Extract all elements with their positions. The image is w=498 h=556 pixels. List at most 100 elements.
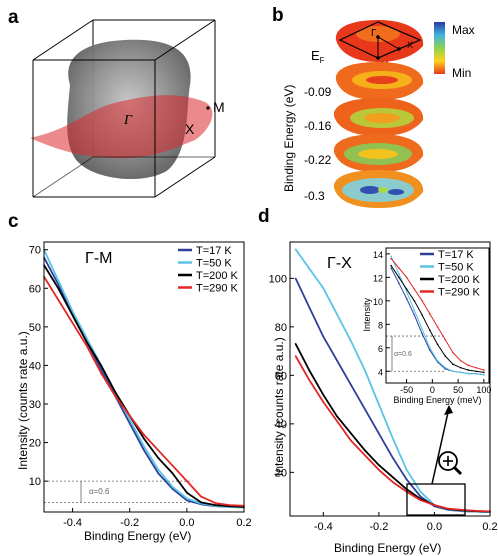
data-point xyxy=(171,472,174,475)
legend-label: T=50 K xyxy=(438,262,474,274)
data-point xyxy=(200,501,202,504)
y-tick-label: 40 xyxy=(275,419,287,431)
data-point xyxy=(350,432,352,435)
y-tick-label: 20 xyxy=(275,467,287,479)
data-point xyxy=(364,454,366,457)
data-point xyxy=(483,374,485,376)
data-point xyxy=(364,369,366,372)
cut-plane xyxy=(30,95,213,159)
data-point xyxy=(421,300,423,302)
data-point xyxy=(57,299,60,301)
panel-d-ylabel: Intensity (counts rate a.u.) xyxy=(272,337,286,476)
data-point xyxy=(143,445,145,448)
series-line-t290k xyxy=(294,355,491,513)
panel-c-xlabel: Binding Energy (eV) xyxy=(84,529,191,543)
data-point xyxy=(186,497,188,500)
x-label-a: X xyxy=(185,121,195,137)
data-point xyxy=(378,464,380,466)
zoom-arrow xyxy=(431,407,450,485)
x-tick-label: -0.4 xyxy=(314,521,333,533)
data-point xyxy=(447,507,450,510)
data-point xyxy=(429,349,431,351)
x-tick-label: -50 xyxy=(400,385,413,395)
series-line-t200k xyxy=(43,264,245,508)
data-point xyxy=(413,300,416,302)
data-point xyxy=(444,366,447,369)
data-point xyxy=(71,310,74,313)
colorbar-max: Max xyxy=(452,23,475,37)
data-point xyxy=(308,267,311,270)
data-point xyxy=(390,255,392,257)
data-point xyxy=(322,401,325,403)
panel-b: b Binding Energy (eV) EF -0.09 -0.16 -0.… xyxy=(272,5,475,208)
legend-label: T=200 K xyxy=(438,274,481,286)
data-point xyxy=(475,366,477,369)
legend-label: T=17 K xyxy=(438,249,474,261)
data-point xyxy=(459,366,462,369)
data-point xyxy=(421,314,423,316)
data-point xyxy=(114,395,117,398)
data-point xyxy=(413,314,416,316)
data-point xyxy=(86,337,88,340)
data-point xyxy=(398,276,400,279)
data-point xyxy=(100,364,102,367)
data-point xyxy=(350,384,352,386)
m-point xyxy=(206,106,210,110)
data-point xyxy=(483,369,485,371)
data-point xyxy=(294,355,297,357)
y-tick-label: 10 xyxy=(373,297,383,307)
data-point xyxy=(186,480,188,482)
data-point xyxy=(350,340,352,343)
y-tick-label: 8 xyxy=(378,320,383,330)
x-tick-label: -0.2 xyxy=(369,521,388,533)
data-point xyxy=(71,322,74,324)
series-line-t200k xyxy=(294,343,491,513)
data-point xyxy=(322,335,325,338)
data-point xyxy=(429,347,431,349)
data-point xyxy=(228,504,231,506)
x-tick-label: 0 xyxy=(430,385,435,395)
x-tick-label: 0.2 xyxy=(482,521,497,533)
data-point xyxy=(405,469,408,471)
data-point xyxy=(483,371,485,374)
legend-label: T=290 K xyxy=(196,283,239,295)
data-point xyxy=(171,488,174,490)
data-point xyxy=(171,464,174,467)
data-point xyxy=(336,360,339,362)
panel-a: a Γ M X xyxy=(8,7,225,198)
legend-label: T=290 K xyxy=(438,287,481,299)
data-point xyxy=(157,457,160,459)
gamma-label-a: Γ xyxy=(123,113,133,128)
data-point xyxy=(308,369,311,372)
data-point xyxy=(214,502,217,504)
data-point xyxy=(157,449,160,452)
x-tick-label: 0.2 xyxy=(236,517,251,529)
y-tick-label: 6 xyxy=(378,344,383,354)
data-point xyxy=(308,379,311,382)
data-point xyxy=(378,432,380,435)
y-tick-label: 80 xyxy=(275,322,287,334)
data-point xyxy=(475,370,477,373)
data-point xyxy=(294,343,297,345)
m-label-a: M xyxy=(213,99,225,115)
data-point xyxy=(171,486,174,488)
panel-letter-c: c xyxy=(8,211,19,232)
x-tick-label: -0.4 xyxy=(63,517,82,529)
data-point xyxy=(436,359,439,362)
data-point xyxy=(475,372,477,375)
data-point xyxy=(100,372,102,374)
panel-c-title: Γ-M xyxy=(85,250,112,267)
arpes-map-009 xyxy=(335,62,424,100)
data-point xyxy=(322,287,325,289)
data-point xyxy=(444,355,447,357)
data-point xyxy=(350,440,352,442)
data-point xyxy=(128,418,131,421)
panel-d: d Intensity (counts rate a.u.) Binding E… xyxy=(258,206,498,555)
data-point xyxy=(405,297,408,300)
data-point xyxy=(405,288,408,290)
bz-x-label: X xyxy=(407,40,413,50)
y-tick-label: 100 xyxy=(269,273,287,285)
panel-letter-d: d xyxy=(258,206,270,227)
data-point xyxy=(322,394,325,396)
